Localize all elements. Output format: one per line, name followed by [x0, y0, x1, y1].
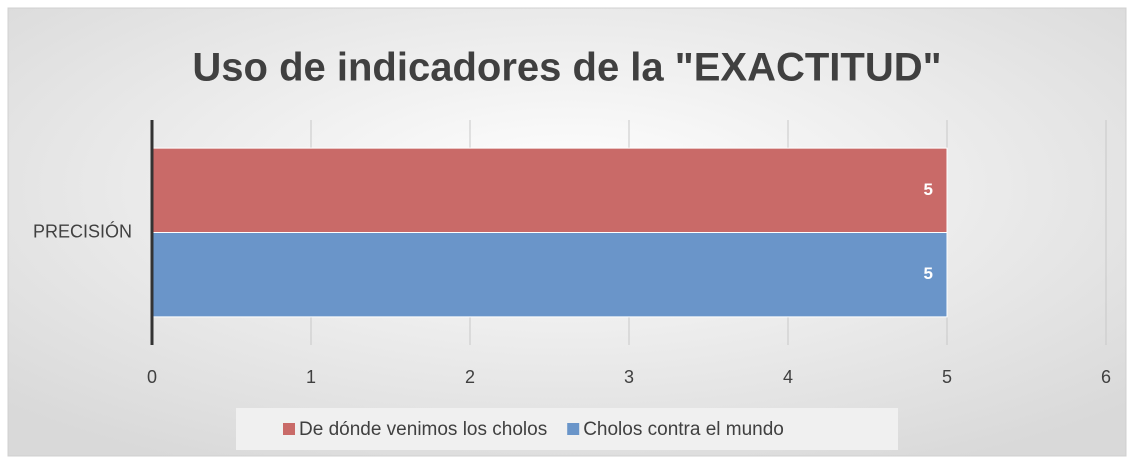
data-label: 5: [924, 180, 933, 199]
x-tick-label: 1: [306, 367, 316, 387]
x-tick-label: 2: [465, 367, 475, 387]
x-tick-label: 6: [1101, 367, 1111, 387]
legend-label: Cholos contra el mundo: [583, 419, 784, 440]
x-tick-label: 4: [783, 367, 793, 387]
chart-title: Uso de indicadores de la "EXACTITUD": [192, 46, 941, 90]
x-tick-label: 0: [147, 367, 157, 387]
y-tick-label: PRECISIÓN: [33, 220, 132, 241]
x-tick-label: 5: [942, 367, 952, 387]
bar: [151, 147, 948, 233]
legend-swatch: [567, 423, 580, 435]
x-tick-label: 3: [624, 367, 634, 387]
legend-swatch: [283, 423, 295, 435]
bar: [151, 232, 948, 318]
data-label: 5: [924, 264, 933, 283]
legend-box: [236, 408, 898, 450]
legend-label: De dónde venimos los cholos: [299, 419, 547, 440]
